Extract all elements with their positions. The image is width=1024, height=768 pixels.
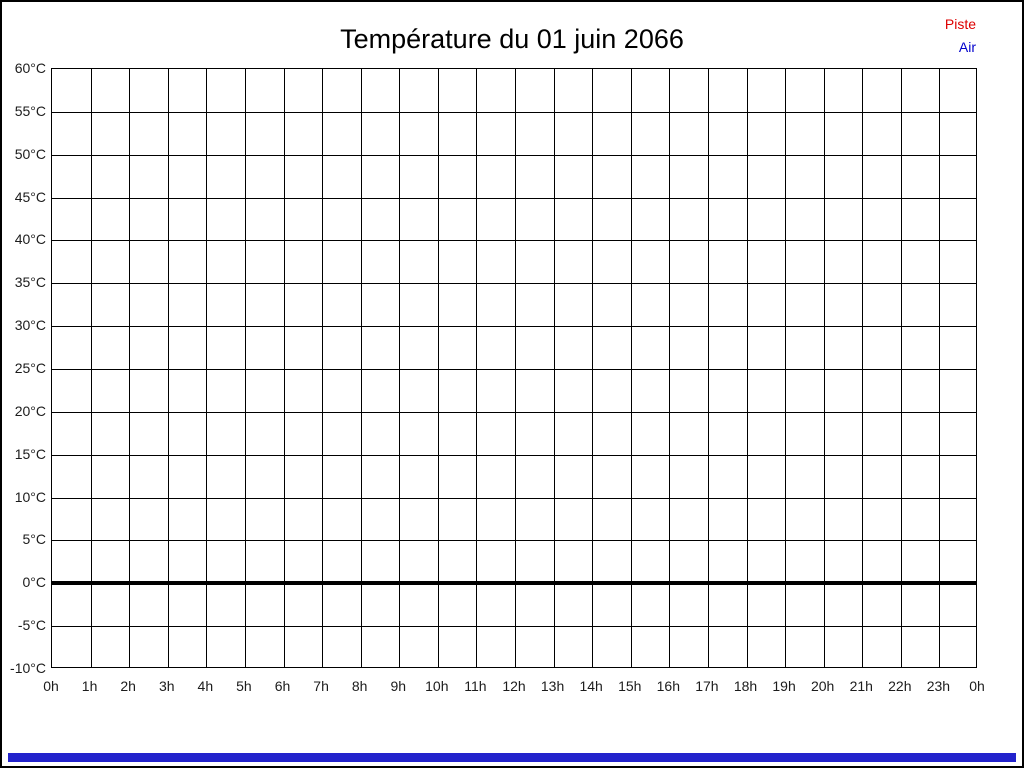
grid-line-horizontal bbox=[52, 197, 976, 199]
grid-line-horizontal bbox=[52, 540, 976, 542]
x-tick-label: 21h bbox=[849, 678, 873, 694]
x-tick-label: 6h bbox=[274, 678, 291, 694]
x-tick-label: 20h bbox=[810, 678, 835, 694]
grid-line-vertical bbox=[939, 69, 941, 667]
x-tick-label: 23h bbox=[926, 678, 951, 694]
grid-line-vertical bbox=[206, 69, 208, 667]
grid-line-horizontal bbox=[52, 111, 976, 113]
y-tick-label: -10°C bbox=[10, 660, 46, 676]
y-tick-label: -5°C bbox=[17, 617, 46, 634]
grid-line-vertical bbox=[360, 69, 362, 667]
grid-line-vertical bbox=[823, 69, 825, 667]
grid-line-vertical bbox=[167, 69, 169, 667]
y-tick-label: 0°C bbox=[22, 574, 47, 591]
x-tick-label: 10h bbox=[425, 678, 449, 694]
grid-line-vertical bbox=[476, 69, 478, 667]
grid-line-vertical bbox=[283, 69, 285, 667]
chart-title: Température du 01 juin 2066 bbox=[340, 24, 684, 54]
x-tick-label: 14h bbox=[579, 678, 603, 694]
y-tick-label: 45°C bbox=[14, 188, 46, 205]
grid-line-vertical bbox=[592, 69, 594, 667]
grid-line-vertical bbox=[244, 69, 246, 667]
x-tick-label: 0h bbox=[43, 678, 59, 694]
legend-item-piste: Piste bbox=[944, 16, 976, 32]
grid-line-horizontal bbox=[52, 411, 976, 413]
x-tick-label: 1h bbox=[81, 678, 98, 694]
grid-line-horizontal bbox=[52, 454, 976, 456]
grid-line-vertical bbox=[322, 69, 324, 667]
zero-degree-line bbox=[52, 581, 976, 586]
y-tick-label: 10°C bbox=[14, 488, 46, 505]
grid-line-vertical bbox=[707, 69, 709, 667]
grid-line-vertical bbox=[900, 69, 902, 667]
grid-line-horizontal bbox=[52, 626, 976, 628]
x-tick-label: 13h bbox=[540, 678, 565, 694]
y-tick-label: 25°C bbox=[14, 360, 46, 376]
grid-line-horizontal bbox=[52, 497, 976, 499]
grid-line-vertical bbox=[746, 69, 748, 667]
x-tick-label: 2h bbox=[120, 678, 136, 694]
grid-line-vertical bbox=[630, 69, 632, 667]
y-tick-label: 30°C bbox=[14, 317, 46, 334]
grid-line-horizontal bbox=[52, 326, 976, 328]
grid-line-vertical bbox=[669, 69, 671, 667]
grid-line-vertical bbox=[437, 69, 439, 667]
y-tick-label: 5°C bbox=[22, 531, 47, 548]
grid-line-horizontal bbox=[52, 154, 976, 156]
x-tick-label: 12h bbox=[502, 678, 526, 694]
x-tick-label: 9h bbox=[390, 678, 407, 694]
x-tick-label: 22h bbox=[888, 678, 912, 694]
x-tick-label: 4h bbox=[197, 678, 214, 694]
legend: Piste Air bbox=[945, 13, 976, 59]
x-tick-label: 19h bbox=[772, 678, 796, 694]
x-tick-label: 15h bbox=[618, 678, 642, 694]
y-tick-label: 40°C bbox=[14, 231, 46, 248]
x-tick-label: 17h bbox=[695, 678, 719, 694]
grid-line-horizontal bbox=[52, 369, 976, 370]
grid-line-vertical bbox=[90, 69, 92, 667]
grid-line-horizontal bbox=[52, 240, 976, 242]
grid-line-vertical bbox=[515, 69, 516, 667]
y-tick-label: 50°C bbox=[14, 145, 46, 162]
y-tick-label: 15°C bbox=[14, 445, 46, 462]
x-tick-label: 3h bbox=[158, 678, 175, 694]
grid-line-vertical bbox=[785, 69, 787, 667]
x-tick-label: 8h bbox=[351, 678, 368, 694]
y-tick-label: 60°C bbox=[14, 60, 46, 76]
grid-line-vertical bbox=[862, 69, 864, 667]
y-tick-label: 55°C bbox=[14, 102, 46, 119]
footer-bar bbox=[8, 753, 1016, 762]
grid-line-vertical bbox=[129, 69, 131, 667]
grid-line-horizontal bbox=[52, 283, 976, 285]
x-tick-label: 18h bbox=[733, 678, 758, 694]
x-tick-label: 5h bbox=[236, 678, 252, 694]
y-tick-label: 35°C bbox=[14, 274, 46, 291]
plot-area bbox=[51, 68, 977, 668]
x-tick-label: 16h bbox=[656, 678, 681, 694]
x-tick-label: 11h bbox=[464, 678, 487, 694]
legend-item-air: Air bbox=[958, 39, 976, 55]
x-tick-label: 0h bbox=[969, 678, 985, 694]
grid-line-vertical bbox=[399, 69, 401, 667]
y-tick-label: 20°C bbox=[14, 402, 46, 419]
grid-line-vertical bbox=[553, 69, 555, 667]
x-tick-label: 7h bbox=[313, 678, 329, 694]
